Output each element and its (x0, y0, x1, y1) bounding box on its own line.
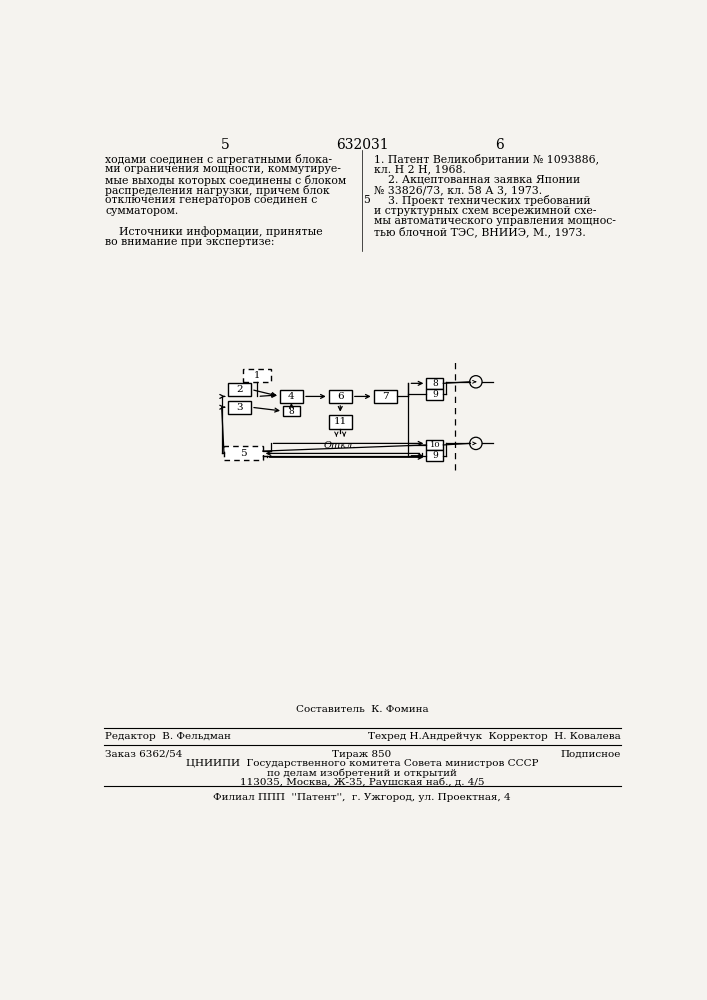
Text: Техред Н.Андрейчук  Корректор  Н. Ковалева: Техред Н.Андрейчук Корректор Н. Ковалева (368, 732, 621, 741)
Text: Источники информации, принятые: Источники информации, принятые (105, 227, 323, 237)
Bar (426, 378, 443, 389)
Text: Филиал ППП  ''Патент'',  г. Ужгород, ул. Проектная, 4: Филиал ППП ''Патент'', г. Ужгород, ул. П… (213, 793, 510, 802)
Text: 7: 7 (382, 392, 389, 401)
Text: Редактор  В. Фельдман: Редактор В. Фельдман (105, 732, 231, 741)
Text: 6: 6 (495, 138, 503, 152)
Text: 11: 11 (334, 417, 347, 426)
Text: 9: 9 (432, 390, 438, 399)
Bar (228, 383, 251, 396)
Text: кл. Н 2 Н, 1968.: кл. Н 2 Н, 1968. (373, 164, 465, 174)
Text: ми ограничения мощности, коммутируе-: ми ограничения мощности, коммутируе- (105, 164, 341, 174)
Bar (426, 389, 443, 400)
Text: № 33826/73, кл. 58 А 3, 1973.: № 33826/73, кл. 58 А 3, 1973. (373, 185, 542, 195)
Text: Откл.: Откл. (324, 441, 356, 450)
Text: по делам изобретений и открытий: по делам изобретений и открытий (267, 768, 457, 778)
Text: 2. Акцептованная заявка Японии: 2. Акцептованная заявка Японии (373, 175, 580, 185)
Text: 6: 6 (337, 392, 344, 401)
Text: Заказ 6362/54: Заказ 6362/54 (105, 750, 183, 759)
Text: 632031: 632031 (336, 138, 388, 152)
Bar (329, 415, 352, 429)
Bar (426, 440, 443, 450)
Text: тью блочной ТЭС, ВНИИЭ, М., 1973.: тью блочной ТЭС, ВНИИЭ, М., 1973. (373, 227, 585, 237)
Text: 3: 3 (236, 403, 243, 412)
Text: 3. Проект технических требований: 3. Проект технических требований (373, 195, 590, 206)
Text: 8: 8 (288, 407, 294, 416)
Text: мы автоматического управления мощнос-: мы автоматического управления мощнос- (373, 216, 616, 226)
Text: сумматором.: сумматором. (105, 206, 179, 216)
Text: 5: 5 (240, 449, 247, 458)
Text: Составитель  К. Фомина: Составитель К. Фомина (296, 705, 428, 714)
Bar (373, 390, 397, 403)
Text: и структурных схем всережимной схе-: и структурных схем всережимной схе- (373, 206, 596, 216)
Text: 8: 8 (432, 379, 438, 388)
Text: Подписное: Подписное (561, 750, 621, 759)
Bar (280, 390, 303, 403)
Text: отключения генераторов соединен с: отключения генераторов соединен с (105, 195, 317, 205)
Text: ЦНИИПИ  Государственного комитета Совета министров СССР: ЦНИИПИ Государственного комитета Совета … (186, 759, 538, 768)
Bar (329, 390, 352, 403)
Text: во внимание при экспертизе:: во внимание при экспертизе: (105, 237, 275, 247)
Bar (243, 369, 271, 382)
Text: Тираж 850: Тираж 850 (332, 750, 392, 759)
Bar (224, 446, 263, 460)
Bar (426, 450, 443, 461)
Text: 1. Патент Великобритании № 1093886,: 1. Патент Великобритании № 1093886, (373, 154, 599, 165)
Bar (283, 406, 300, 416)
Text: 4: 4 (288, 392, 295, 401)
Text: 2: 2 (236, 385, 243, 394)
Text: 5: 5 (363, 195, 370, 205)
Text: мые выходы которых соединены с блоком: мые выходы которых соединены с блоком (105, 175, 346, 186)
Text: 1: 1 (255, 371, 260, 380)
Text: 5: 5 (221, 138, 230, 152)
Text: ходами соединен с агрегатными блока-: ходами соединен с агрегатными блока- (105, 154, 332, 165)
Text: 9: 9 (432, 451, 438, 460)
Bar (228, 401, 251, 414)
Text: 113035, Москва, Ж-35, Раушская наб., д. 4/5: 113035, Москва, Ж-35, Раушская наб., д. … (240, 778, 484, 787)
Text: распределения нагрузки, причем блок: распределения нагрузки, причем блок (105, 185, 330, 196)
Text: 10: 10 (429, 441, 440, 449)
